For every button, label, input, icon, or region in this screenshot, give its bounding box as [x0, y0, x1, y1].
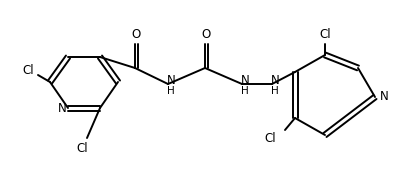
Text: O: O [131, 27, 141, 41]
Text: N: N [166, 74, 175, 87]
Text: Cl: Cl [319, 27, 331, 41]
Text: Cl: Cl [76, 142, 88, 155]
Text: H: H [271, 86, 279, 96]
Text: H: H [167, 86, 175, 96]
Text: N: N [58, 101, 66, 114]
Text: N: N [380, 90, 388, 103]
Text: N: N [271, 74, 280, 87]
Text: Cl: Cl [264, 132, 276, 145]
Text: Cl: Cl [22, 64, 34, 77]
Text: O: O [201, 27, 210, 41]
Text: H: H [241, 86, 249, 96]
Text: N: N [241, 74, 249, 87]
